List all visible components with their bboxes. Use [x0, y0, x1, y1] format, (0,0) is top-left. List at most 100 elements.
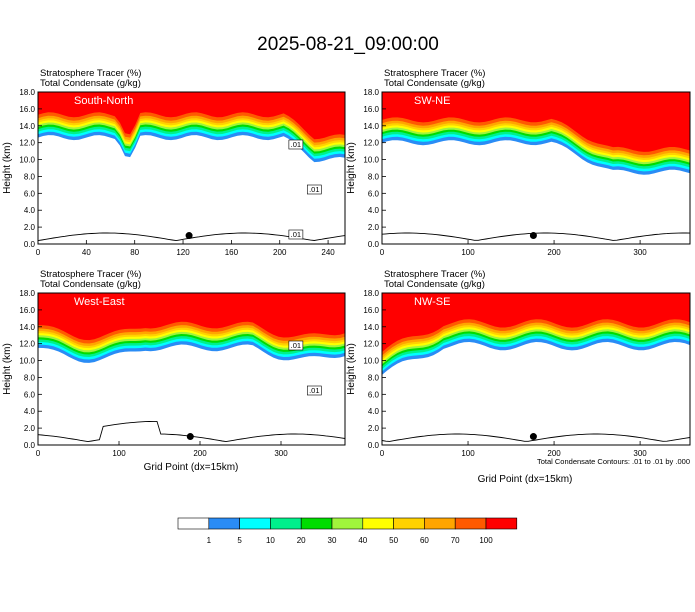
- panel-label: West-East: [74, 296, 125, 308]
- plot-frame: [37, 292, 346, 446]
- contour-label: .01: [291, 230, 301, 239]
- y-tick-label: 6.0: [24, 390, 36, 399]
- contour-label: .01: [309, 185, 319, 194]
- x-tick-label: 160: [225, 248, 239, 257]
- y-tick-label: 8.0: [24, 172, 36, 181]
- y-tick-label: 8.0: [24, 373, 36, 382]
- terrain-line: [381, 433, 691, 442]
- y-axis-label: Height (km): [2, 343, 13, 395]
- x-tick-label: 100: [461, 248, 475, 257]
- y-tick-label: 16.0: [19, 306, 35, 315]
- y-tick-label: 2.0: [24, 424, 36, 433]
- y-axis-label: Height (km): [346, 343, 357, 395]
- y-tick-label: 2.0: [368, 424, 380, 433]
- colorbar-swatch: [424, 517, 456, 530]
- colorbar-swatch: [270, 517, 302, 530]
- y-tick-label: 0.0: [24, 441, 36, 450]
- panel-header-condensate: Total Condensate (g/kg): [40, 279, 141, 290]
- y-tick-label: 14.0: [363, 122, 379, 131]
- panel-header-condensate: Total Condensate (g/kg): [40, 78, 141, 89]
- colorbar-label: 20: [297, 536, 306, 545]
- colorbar-label: 40: [358, 536, 367, 545]
- y-tick-label: 16.0: [19, 105, 35, 114]
- colorbar-swatch: [239, 517, 271, 530]
- y-tick-label: 14.0: [363, 323, 379, 332]
- y-tick-label: 0.0: [24, 240, 36, 249]
- y-tick-label: 2.0: [24, 223, 36, 232]
- y-tick-label: 2.0: [368, 223, 380, 232]
- x-axis-label-nw-se: Grid Point (dx=15km): [478, 474, 573, 485]
- y-tick-label: 18.0: [19, 289, 35, 298]
- colorbar-label: 5: [237, 536, 242, 545]
- y-tick-label: 10.0: [363, 156, 379, 165]
- x-tick-label: 300: [633, 248, 647, 257]
- y-tick-label: 4.0: [24, 407, 36, 416]
- colorbar-label: 10: [266, 536, 275, 545]
- y-tick-label: 0.0: [368, 441, 380, 450]
- panel-header-tracer: Stratosphere Tracer (%): [384, 269, 485, 280]
- y-tick-label: 6.0: [368, 189, 380, 198]
- panel-label: NW-SE: [414, 296, 450, 308]
- y-tick-label: 8.0: [368, 172, 380, 181]
- y-tick-label: 16.0: [363, 306, 379, 315]
- panel-header-tracer: Stratosphere Tracer (%): [40, 269, 141, 280]
- x-tick-label: 100: [461, 449, 475, 458]
- y-tick-label: 4.0: [368, 206, 380, 215]
- panel-header-condensate: Total Condensate (g/kg): [384, 78, 485, 89]
- panel-west-east: Stratosphere Tracer (%)Total Condensate …: [2, 269, 346, 458]
- colorbar-swatch: [331, 517, 364, 530]
- location-marker: [186, 433, 194, 441]
- panel-label: SW-NE: [414, 95, 450, 107]
- contour-label-box: [306, 184, 322, 195]
- x-tick-label: 300: [274, 449, 288, 458]
- y-tick-label: 14.0: [19, 122, 35, 131]
- location-marker: [529, 433, 537, 441]
- plot-frame: [381, 91, 691, 245]
- x-tick-label: 0: [36, 248, 41, 257]
- contour-label-box: [288, 340, 304, 351]
- y-tick-label: 18.0: [19, 88, 35, 97]
- y-tick-label: 18.0: [363, 289, 379, 298]
- location-marker: [185, 232, 193, 240]
- colorbar-swatch: [300, 517, 333, 530]
- contour-note: Total Condensate Contours: .01 to .01 by…: [537, 457, 690, 466]
- y-tick-label: 10.0: [19, 156, 35, 165]
- x-axis-label-west-east: Grid Point (dx=15km): [144, 462, 239, 473]
- y-tick-label: 10.0: [19, 357, 35, 366]
- panels: Stratosphere Tracer (%)Total Condensate …: [2, 68, 691, 458]
- contour-fill-level-10: [382, 92, 690, 152]
- contour-fill-level-10: [38, 293, 345, 341]
- colorbar-swatch: [208, 517, 240, 530]
- colorbar-swatch: [485, 517, 518, 530]
- y-tick-label: 18.0: [363, 88, 379, 97]
- x-tick-label: 120: [176, 248, 190, 257]
- figure-title: 2025-08-21_09:00:00: [257, 34, 439, 55]
- y-tick-label: 14.0: [19, 323, 35, 332]
- contour-label-box: [306, 385, 322, 396]
- y-tick-label: 12.0: [363, 139, 379, 148]
- panel-header-tracer: Stratosphere Tracer (%): [384, 68, 485, 79]
- y-tick-label: 16.0: [363, 105, 379, 114]
- y-tick-label: 6.0: [24, 189, 36, 198]
- y-tick-label: 4.0: [368, 407, 380, 416]
- colorbar-label: 100: [479, 536, 493, 545]
- contour-fill-level-10: [38, 92, 345, 140]
- colorbar-swatch: [177, 517, 210, 530]
- y-tick-label: 0.0: [368, 240, 380, 249]
- panel-south-north: Stratosphere Tracer (%)Total Condensate …: [2, 68, 346, 257]
- colorbar-swatch: [393, 517, 425, 530]
- contour-label-box: [288, 229, 304, 240]
- colorbar-label: 60: [420, 536, 429, 545]
- x-tick-label: 80: [130, 248, 139, 257]
- panel-label: South-North: [74, 95, 133, 107]
- contour-label: .01: [309, 386, 319, 395]
- x-tick-label: 0: [380, 449, 385, 458]
- y-axis-label: Height (km): [346, 142, 357, 194]
- x-tick-label: 200: [547, 449, 561, 458]
- x-tick-label: 240: [321, 248, 335, 257]
- y-tick-label: 8.0: [368, 373, 380, 382]
- colorbar: 1 5 10 20 30 40 50 60 70 100: [177, 517, 518, 545]
- colorbar-swatch: [362, 517, 394, 530]
- x-tick-label: 0: [36, 449, 41, 458]
